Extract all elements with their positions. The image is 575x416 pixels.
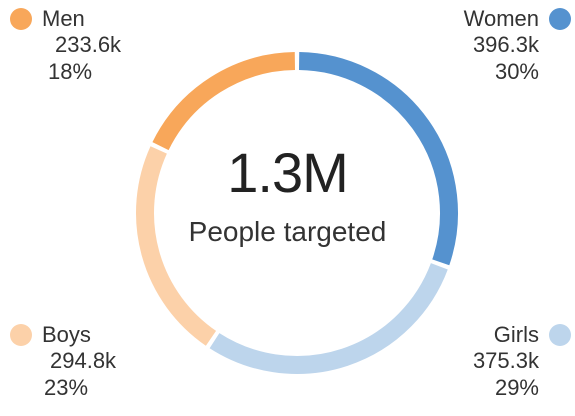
slice-women [298,52,458,266]
legend-dot-women [549,8,571,31]
legend-girls: Girls 375.3k 29% [473,322,571,401]
legend-dot-boys [10,324,32,347]
legend-value-girls: 375.3k [472,348,539,374]
legend-value-women: 396.3k [472,32,539,58]
legend-value-boys: 294.8k [50,348,117,374]
legend-name-girls: Girls [493,322,539,347]
total-label: People targeted [188,216,387,247]
legend-women: Women 396.3k 30% [464,6,571,85]
slice-boys [136,146,217,346]
legend-name-women: Women [463,6,539,31]
total-value: 1.3M [227,141,349,204]
legend-name-men: Men [42,6,85,31]
legend-men: Men 233.6k 18% [10,6,121,85]
slice-men [152,52,296,151]
legend-percent-boys: 23% [44,374,89,400]
legend-boys: Boys 294.8k 23% [10,322,116,401]
legend-percent-men: 18% [48,58,93,84]
legend-dot-men [10,8,32,31]
legend-value-men: 233.6k [55,32,122,58]
slice-girls [209,263,448,374]
legend-percent-women: 30% [494,58,539,84]
legend-name-boys: Boys [42,322,91,347]
legend-dot-girls [549,324,571,347]
legend-percent-girls: 29% [494,374,539,400]
